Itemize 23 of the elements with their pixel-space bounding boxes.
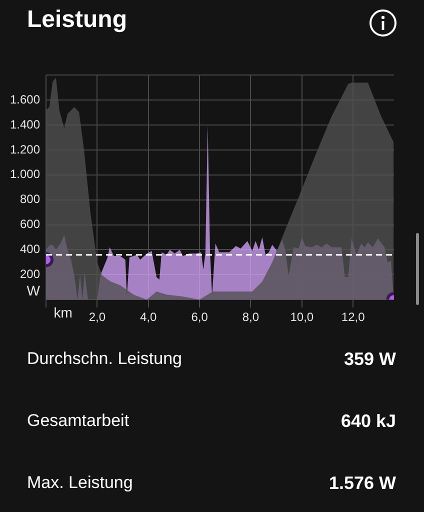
x-tick-label: 4,0 [140,310,158,324]
text: Gesamtarbeit [27,411,130,432]
x-tick-label: 8,0 [242,310,260,324]
text: 640 kJ [340,411,396,432]
y-tick-label: 200 [20,266,40,281]
x-tick-label: 10,0 [290,310,314,324]
y-tick-label: 1.200 [10,142,40,156]
y-tick-label: 1.000 [10,167,40,182]
y-axis-title: W [26,282,41,298]
y-tick-label: 1.400 [10,117,40,132]
x-axis-title: km [54,304,72,320]
y-tick-label: 800 [20,192,40,206]
text: 359 W [344,349,396,370]
x-tick-label: 6,0 [191,310,208,324]
y-tick-label: 600 [20,217,40,232]
y-tick-label: 1.600 [10,92,40,106]
text: Max. Leistung [27,473,133,494]
x-tick-label: 12,0 [341,310,366,324]
x-tick-label: 2,0 [88,310,106,324]
text: Durchschn. Leistung [27,349,182,370]
chart-title: Leistung [27,6,127,34]
text: 1.576 W [328,473,396,494]
y-tick-label: 400 [20,242,40,256]
